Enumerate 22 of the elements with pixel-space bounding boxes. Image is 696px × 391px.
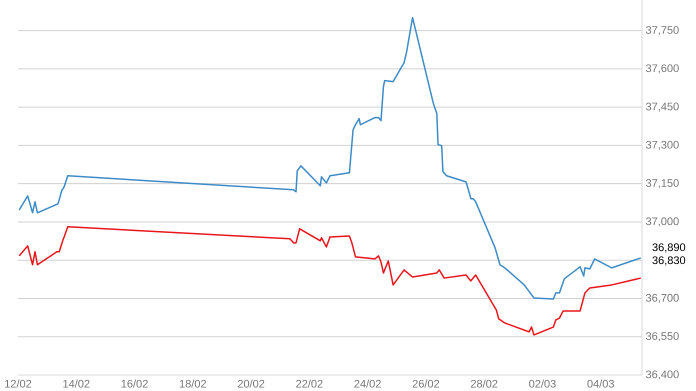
x-tick-label: 26/02: [412, 380, 440, 388]
y-tick-label: 37,450: [646, 102, 679, 112]
x-tick-label: 22/02: [296, 380, 323, 388]
x-tick-label: 20/02: [238, 380, 264, 388]
x-tick-label: 12/02: [5, 380, 32, 388]
x-tick-label: 16/02: [122, 380, 148, 388]
text: 36,830: [652, 256, 686, 266]
x-tick-label: 02/03: [529, 380, 556, 388]
y-tick-label: 37,750: [646, 26, 679, 36]
y-tick-label: 36,700: [646, 294, 679, 304]
x-tick-label: 28/02: [470, 380, 498, 388]
y-tick-label: 37,600: [646, 64, 679, 74]
y-tick-label: 36,400: [646, 370, 679, 380]
text: 36,890: [652, 243, 686, 252]
x-tick-label: 18/02: [180, 380, 206, 388]
x-tick-label: 04/03: [587, 380, 614, 388]
y-tick-label: 36,550: [646, 332, 679, 342]
x-tick-label: 24/02: [354, 380, 381, 388]
x-tick-label: 14/02: [63, 380, 90, 388]
y-tick-label: 37,300: [646, 140, 679, 150]
y-tick-label: 37,150: [646, 179, 679, 188]
y-tick-label: 37,000: [646, 217, 679, 226]
